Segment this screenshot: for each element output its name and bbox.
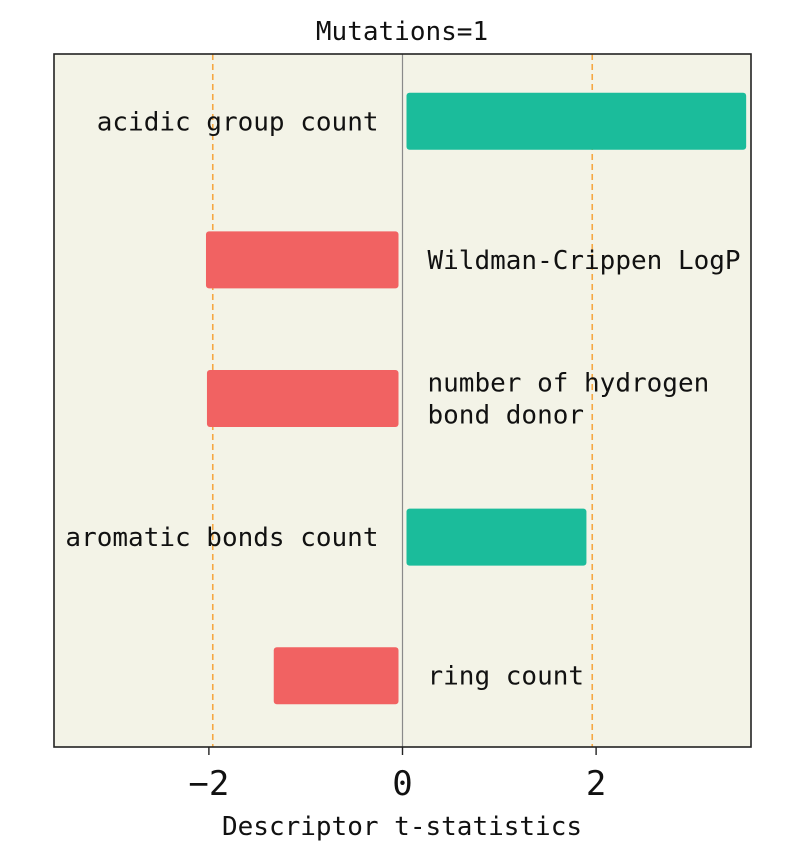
bar-label-1-line-0: Wildman-Crippen LogP [428, 246, 741, 276]
bar-label-4: ring count [428, 662, 585, 692]
bar-3 [406, 508, 587, 566]
bar-label-2-line-1: bond donor [428, 401, 585, 431]
bar-label-1: Wildman-Crippen LogP [428, 246, 741, 276]
threshold-lines [211, 54, 594, 747]
bar-label-2: number of hydrogen bond donor [428, 369, 710, 431]
bar-label-0-line-0: acidic group count [97, 107, 379, 137]
x-axis-label: Descriptor t-statistics [222, 812, 582, 842]
bar-4 [273, 647, 399, 705]
bar-label-3: aromatic bonds count [65, 523, 378, 553]
bar-label-0: acidic group count [97, 107, 379, 137]
bar-2 [206, 370, 399, 427]
x-tick-label-2: 2 [586, 764, 606, 804]
bar-label-3-line-0: aromatic bonds count [65, 523, 378, 553]
x-tick-label-1: 0 [392, 764, 412, 804]
bar-1 [205, 231, 399, 289]
bar-0 [406, 92, 747, 150]
bars [205, 92, 747, 705]
x-tick-label-0: −2 [188, 764, 229, 804]
bar-label-2-line-0: number of hydrogen [428, 369, 710, 399]
x-axis-ticks: −2 0 2 [188, 747, 606, 804]
bar-labels: acidic group count Wildman-Crippen LogP nu… [65, 107, 740, 691]
chart-title: Mutations=1 [316, 17, 488, 47]
bar-label-4-line-0: ring count [428, 662, 585, 692]
